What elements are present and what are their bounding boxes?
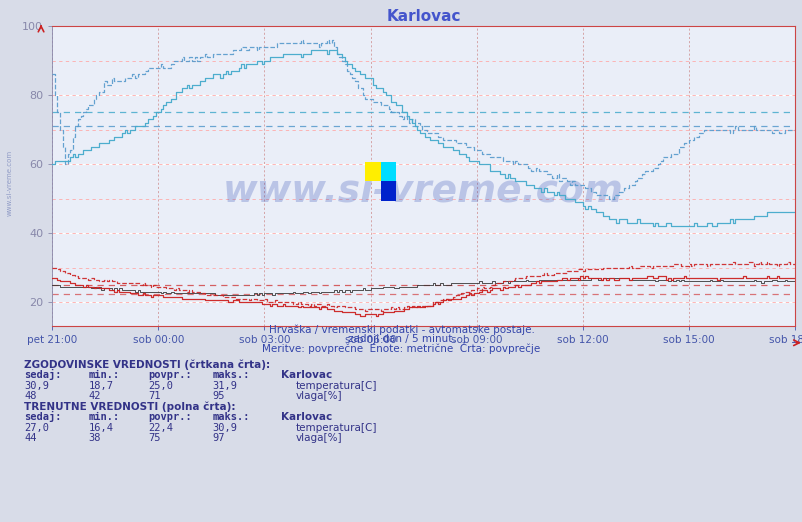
Text: 95: 95 xyxy=(213,392,225,401)
Text: 38: 38 xyxy=(88,433,101,443)
Text: maks.:: maks.: xyxy=(213,371,250,381)
Text: 16,4: 16,4 xyxy=(88,423,113,433)
Text: Hrvaška / vremenski podatki - avtomatske postaje.: Hrvaška / vremenski podatki - avtomatske… xyxy=(268,325,534,335)
Text: TRENUTNE VREDNOSTI (polna črta):: TRENUTNE VREDNOSTI (polna črta): xyxy=(24,401,235,412)
Text: Karlovac: Karlovac xyxy=(281,371,332,381)
Text: temperatura[C]: temperatura[C] xyxy=(295,381,376,391)
Text: maks.:: maks.: xyxy=(213,412,250,422)
Text: vlaga[%]: vlaga[%] xyxy=(295,433,342,443)
Text: Karlovac: Karlovac xyxy=(281,412,332,422)
Bar xyxy=(365,162,380,182)
Text: 42: 42 xyxy=(88,392,101,401)
Text: 71: 71 xyxy=(148,392,161,401)
Text: ZGODOVINSKE VREDNOSTI (črtkana črta):: ZGODOVINSKE VREDNOSTI (črtkana črta): xyxy=(24,360,270,370)
Text: povpr.:: povpr.: xyxy=(148,412,192,422)
Text: 22,4: 22,4 xyxy=(148,423,173,433)
Text: 75: 75 xyxy=(148,433,161,443)
Text: min.:: min.: xyxy=(88,412,119,422)
Bar xyxy=(380,182,395,201)
Text: sedaj:: sedaj: xyxy=(24,411,62,422)
Text: sedaj:: sedaj: xyxy=(24,370,62,381)
Text: www.si-vreme.com: www.si-vreme.com xyxy=(6,150,13,216)
Text: 48: 48 xyxy=(24,392,37,401)
Text: www.si-vreme.com: www.si-vreme.com xyxy=(223,173,623,209)
Text: 44: 44 xyxy=(24,433,37,443)
Text: temperatura[C]: temperatura[C] xyxy=(295,423,376,433)
Text: 31,9: 31,9 xyxy=(213,381,237,391)
Text: zadnji dan / 5 minut.: zadnji dan / 5 minut. xyxy=(347,335,455,345)
Title: Karlovac: Karlovac xyxy=(386,8,460,23)
Bar xyxy=(380,162,395,182)
Text: vlaga[%]: vlaga[%] xyxy=(295,392,342,401)
Text: 97: 97 xyxy=(213,433,225,443)
Text: Meritve: povprečne  Enote: metrične  Črta: povprečje: Meritve: povprečne Enote: metrične Črta:… xyxy=(262,342,540,354)
Text: povpr.:: povpr.: xyxy=(148,371,192,381)
Text: 30,9: 30,9 xyxy=(213,423,237,433)
Text: min.:: min.: xyxy=(88,371,119,381)
Text: 18,7: 18,7 xyxy=(88,381,113,391)
Text: 27,0: 27,0 xyxy=(24,423,49,433)
Text: 25,0: 25,0 xyxy=(148,381,173,391)
Text: 30,9: 30,9 xyxy=(24,381,49,391)
